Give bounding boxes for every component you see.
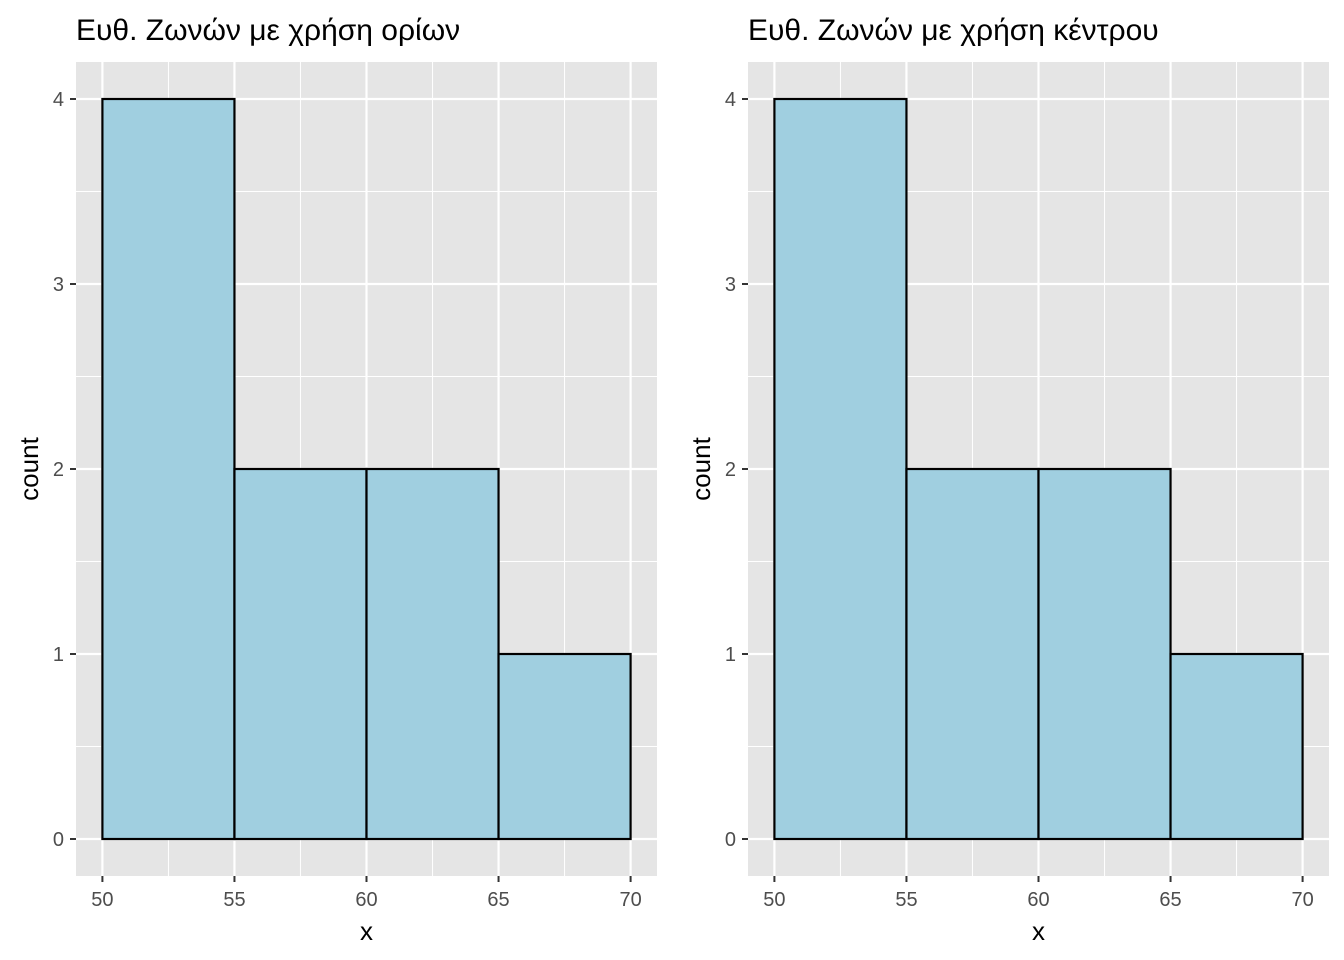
x-tick-label: 60 bbox=[355, 889, 377, 911]
y-tick-label: 1 bbox=[53, 644, 64, 666]
x-axis: 50 55 60 65 70 bbox=[763, 876, 1314, 911]
y-tick-label: 0 bbox=[725, 829, 736, 851]
x-tick-label: 50 bbox=[91, 889, 113, 911]
y-tick-label: 3 bbox=[725, 274, 736, 296]
y-axis-title: count bbox=[14, 436, 44, 500]
y-tick-label: 0 bbox=[53, 829, 64, 851]
histogram-bar bbox=[1169, 652, 1304, 841]
y-axis: 0 1 2 3 4 bbox=[725, 89, 748, 851]
chart-title: Ευθ. Ζωνών με χρήση ορίων bbox=[76, 14, 460, 47]
y-tick-label: 4 bbox=[725, 89, 736, 111]
histogram-bars bbox=[101, 97, 632, 841]
histogram-bar bbox=[365, 467, 500, 841]
histogram-bar bbox=[101, 97, 236, 841]
x-axis-title: x bbox=[360, 916, 373, 946]
histogram-bars bbox=[773, 97, 1304, 841]
y-tick-label: 3 bbox=[53, 274, 64, 296]
x-tick-label: 60 bbox=[1027, 889, 1049, 911]
chart-panel-2: 50 55 60 65 70 0 1 2 3 4 x count Ευθ. Ζωνών με χρήση… bbox=[686, 14, 1329, 946]
x-axis-title: x bbox=[1032, 916, 1045, 946]
x-tick-label: 65 bbox=[487, 889, 509, 911]
x-tick-label: 55 bbox=[895, 889, 917, 911]
y-tick-label: 1 bbox=[725, 644, 736, 666]
histogram-bar bbox=[773, 97, 908, 841]
x-tick-label: 55 bbox=[223, 889, 245, 911]
histogram-bar bbox=[497, 652, 632, 841]
x-axis: 50 55 60 65 70 bbox=[91, 876, 642, 911]
x-tick-label: 70 bbox=[1291, 889, 1313, 911]
x-tick-label: 65 bbox=[1159, 889, 1181, 911]
histogram-bar bbox=[233, 467, 368, 841]
histogram-bar bbox=[1037, 467, 1172, 841]
chart-panel-1: 50 55 60 65 70 0 1 2 3 4 x count Ευθ. Ζωνών με χρήση… bbox=[14, 14, 657, 946]
y-axis: 0 1 2 3 4 bbox=[53, 89, 76, 851]
chart-title: Ευθ. Ζωνών με χρήση κέντρου bbox=[748, 14, 1159, 47]
histogram-bar bbox=[905, 467, 1040, 841]
y-tick-label: 2 bbox=[725, 459, 736, 481]
y-axis-title: count bbox=[686, 436, 716, 500]
y-tick-label: 4 bbox=[53, 89, 64, 111]
y-tick-label: 2 bbox=[53, 459, 64, 481]
x-tick-label: 50 bbox=[763, 889, 785, 911]
x-tick-label: 70 bbox=[619, 889, 641, 911]
